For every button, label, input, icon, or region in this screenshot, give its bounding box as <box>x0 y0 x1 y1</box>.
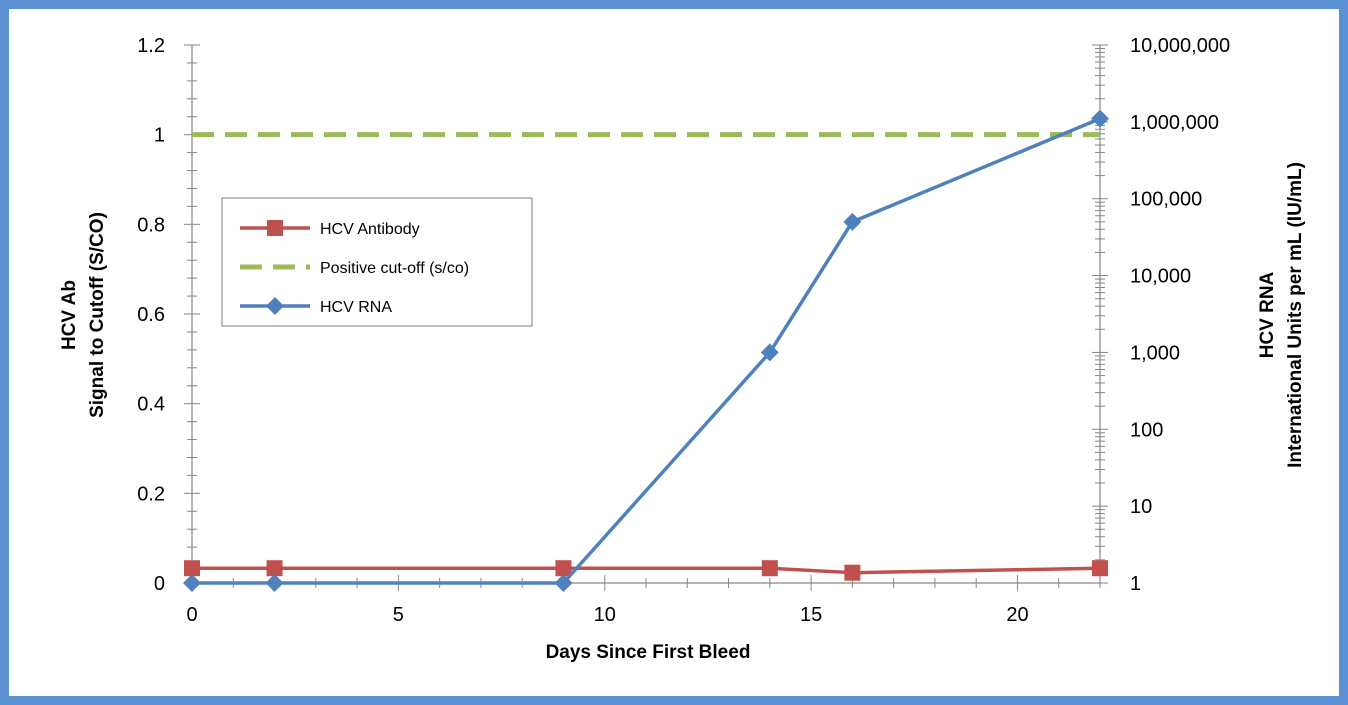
data-point-hcv-rna <box>1091 109 1109 128</box>
data-point-hcv-antibody <box>555 560 572 577</box>
series-line-hcv-antibody <box>192 566 1101 575</box>
legend-marker-hcv-antibody <box>267 220 283 236</box>
left-tick-label: 0.2 <box>137 483 165 505</box>
x-tick-label: 15 <box>800 604 822 626</box>
x-axis-title: Days Since First Bleed <box>546 642 751 663</box>
data-point-hcv-rna <box>183 574 201 592</box>
data-point-hcv-antibody <box>1092 560 1108 577</box>
legend-marker-hcv-rna <box>266 297 284 315</box>
legend-label-hcv-rna: HCV RNA <box>320 299 392 316</box>
right-tick-label: 10 <box>1130 496 1152 518</box>
x-tick-label: 10 <box>594 604 616 626</box>
right-tick-label: 10,000 <box>1130 266 1191 288</box>
right-tick-label: 100 <box>1130 419 1163 441</box>
legend: HCV Antibody Positive cut-off (s/co) HCV R… <box>221 197 533 327</box>
data-point-hcv-antibody <box>184 560 200 577</box>
right-tick-label: 1 <box>1130 573 1141 595</box>
data-point-hcv-rna <box>554 574 573 592</box>
left-tick-label: 0 <box>154 573 165 595</box>
left-axis-title-line2: Signal to Cutoff (S/CO) <box>87 212 108 418</box>
left-tick-label: 0.8 <box>137 214 165 236</box>
left-axis-title-line1: HCV Ab <box>59 280 80 350</box>
left-tick-label: 0.4 <box>137 394 165 416</box>
axes: 0 0.2 0.4 0.6 0.8 1 1.2 0 5 10 15 20 1 10 100 1,000 10,0… <box>137 35 1230 626</box>
right-tick-label: 10,000,000 <box>1130 35 1230 57</box>
x-tick-label: 0 <box>186 604 197 626</box>
data-point-hcv-rna <box>843 212 862 231</box>
legend-label-hcv-antibody: HCV Antibody <box>320 221 420 238</box>
right-tick-label: 100,000 <box>1130 189 1202 211</box>
right-axis-title-line1: HCV RNA <box>1257 271 1278 358</box>
data-point-hcv-antibody <box>266 560 283 577</box>
data-point-hcv-antibody <box>844 564 861 581</box>
left-tick-label: 1.2 <box>137 35 165 57</box>
series-layer <box>183 109 1109 592</box>
x-tick-label: 5 <box>393 604 404 626</box>
left-tick-label: 1 <box>154 125 165 147</box>
data-point-hcv-rna <box>265 574 284 592</box>
x-tick-label: 20 <box>1006 604 1028 626</box>
right-tick-label: 1,000,000 <box>1130 112 1219 134</box>
right-tick-label: 1,000 <box>1130 342 1180 364</box>
right-axis-title-line2: International Units per mL (IU/mL) <box>1285 162 1306 468</box>
legend-label-positive-cut-off-s-co: Positive cut-off (s/co) <box>320 260 469 277</box>
left-tick-label: 0.6 <box>137 304 165 326</box>
data-point-hcv-antibody <box>761 560 778 577</box>
series-line-hcv-rna <box>192 117 1101 585</box>
data-point-hcv-rna <box>760 343 779 362</box>
